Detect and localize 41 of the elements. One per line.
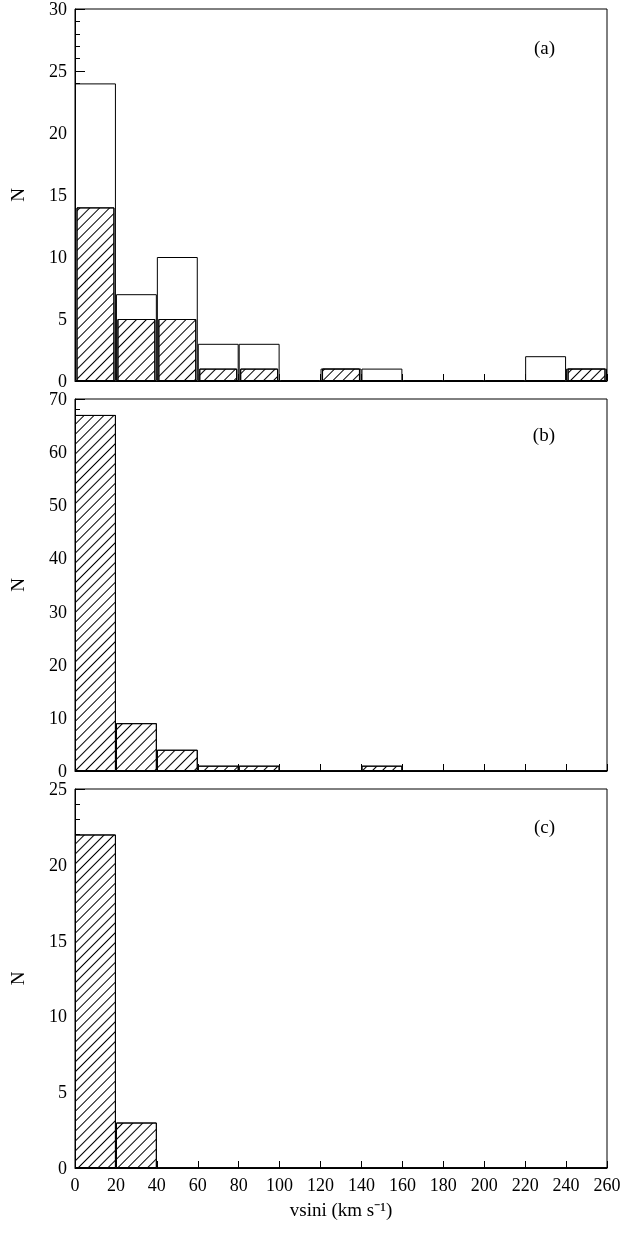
y-axis-title: N xyxy=(7,577,28,592)
x-tick-label: 100 xyxy=(266,1175,294,1195)
x-tick-label: 60 xyxy=(188,1175,207,1195)
y-tick-label: 60 xyxy=(49,442,67,463)
y-axis-title: N xyxy=(7,971,28,986)
x-tick-label: 260 xyxy=(593,1175,621,1195)
y-tick-label: 20 xyxy=(49,654,67,675)
y-tick-label: 70 xyxy=(49,389,67,409)
y-tick-label: 0 xyxy=(58,761,67,781)
y-tick-label: 5 xyxy=(58,1082,67,1103)
y-tick-label: 10 xyxy=(49,707,67,728)
y-tick-label: 50 xyxy=(49,495,67,516)
annotation: (c) xyxy=(533,816,556,838)
x-axis-title: vsini (km s⁻¹) xyxy=(289,1199,393,1221)
y-tick-label: 25 xyxy=(49,61,67,81)
y-tick-label: 10 xyxy=(49,247,67,267)
y-tick-label: 15 xyxy=(49,930,67,951)
x-tick-label: 120 xyxy=(307,1175,335,1195)
y-tick-label: 30 xyxy=(49,601,67,622)
x-tick-label: 200 xyxy=(470,1175,498,1195)
y-tick-label: 0 xyxy=(58,1158,67,1178)
x-tick-label: 80 xyxy=(229,1175,248,1195)
y-tick-label: 10 xyxy=(49,1006,67,1027)
x-tick-label: 140 xyxy=(347,1175,375,1195)
y-tick-label: 25 xyxy=(49,779,67,799)
y-tick-label: 15 xyxy=(49,185,67,205)
annotation: (b) xyxy=(532,424,555,446)
y-tick-label: 20 xyxy=(49,854,67,875)
x-tick-label: 240 xyxy=(552,1175,580,1195)
y-tick-label: 5 xyxy=(58,309,67,329)
y-tick-label: 30 xyxy=(49,0,67,19)
y-tick-label: 40 xyxy=(49,548,67,569)
x-tick-label: 180 xyxy=(429,1175,457,1195)
y-axis-title: N xyxy=(7,187,28,202)
x-tick-label: 40 xyxy=(147,1175,166,1195)
y-tick-label: 0 xyxy=(58,371,67,391)
x-tick-label: 20 xyxy=(106,1175,125,1195)
x-tick-label: 220 xyxy=(511,1175,539,1195)
x-tick-label: 160 xyxy=(388,1175,416,1195)
y-tick-label: 20 xyxy=(49,123,67,143)
annotation: (a) xyxy=(533,37,556,59)
